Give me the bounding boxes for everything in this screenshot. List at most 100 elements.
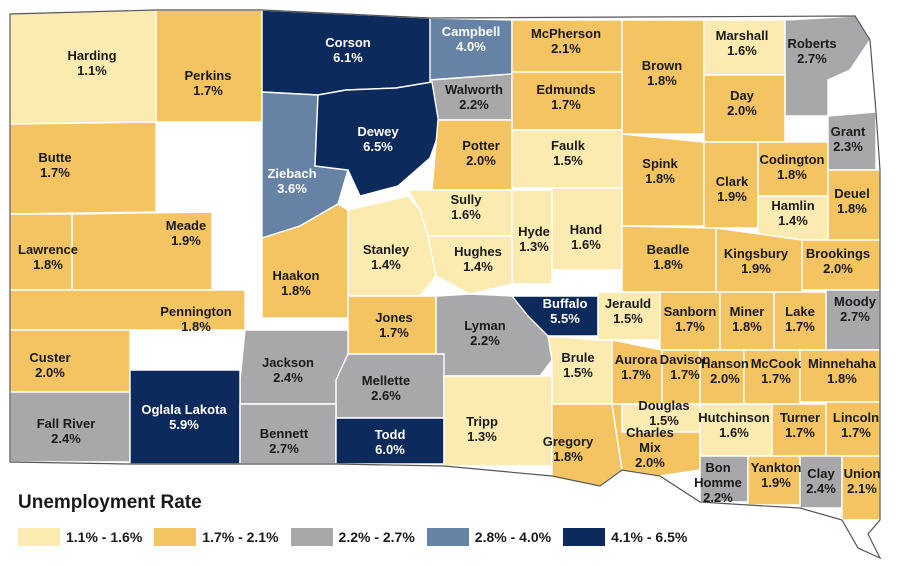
county-name: Hutchinson xyxy=(698,410,770,425)
legend-swatch xyxy=(154,528,197,546)
county-name: Harding xyxy=(67,48,116,63)
county-rate: 1.7% xyxy=(670,367,700,382)
county-rate: 6.0% xyxy=(375,442,405,457)
county-rate: 1.6% xyxy=(571,237,601,252)
county-rate: 1.9% xyxy=(171,233,201,248)
county-name: Bennett xyxy=(260,426,309,441)
county-name: Brule xyxy=(561,350,594,365)
county-name: Brookings xyxy=(806,246,870,261)
county-name: Gregory xyxy=(543,434,594,449)
county-rate: 1.8% xyxy=(645,171,675,186)
county-name: Beadle xyxy=(647,242,690,257)
legend-label: 1.7% - 2.1% xyxy=(202,529,279,545)
legend-swatch xyxy=(426,528,469,546)
county-rate: 2.2% xyxy=(470,333,500,348)
county-name: Marshall xyxy=(716,28,769,43)
legend-label: 4.1% - 6.5% xyxy=(611,529,688,545)
county-rate: 1.6% xyxy=(451,207,481,222)
county-rate: 2.0% xyxy=(823,261,853,276)
county-rate: 1.7% xyxy=(761,371,791,386)
county-name: Charles xyxy=(626,425,674,440)
county-rate: 1.4% xyxy=(463,259,493,274)
county-rate: 1.7% xyxy=(785,319,815,334)
county-name: Day xyxy=(730,88,755,103)
county-rate: 1.7% xyxy=(40,165,70,180)
county-rate: 1.8% xyxy=(837,201,867,216)
county-rate: 1.8% xyxy=(732,319,762,334)
county-shape xyxy=(261,203,349,319)
county-rate: 1.9% xyxy=(761,475,791,490)
county-rate: 2.7% xyxy=(797,51,827,66)
county-rate: 1.4% xyxy=(371,257,401,272)
county-rate: 2.0% xyxy=(635,455,665,470)
county-rate: 1.8% xyxy=(647,73,677,88)
county-rate: 1.6% xyxy=(719,425,749,440)
county-shape xyxy=(427,235,513,295)
county-name: Hyde xyxy=(518,224,550,239)
county-name: Meade xyxy=(166,218,206,233)
county-rate: 1.8% xyxy=(181,319,211,334)
county-rate: 1.4% xyxy=(778,213,808,228)
county-rate: 2.0% xyxy=(35,365,65,380)
county-name: Edmunds xyxy=(536,82,595,97)
county-name: Potter xyxy=(462,138,500,153)
county-name: Perkins xyxy=(185,68,232,83)
county-rate: 2.6% xyxy=(371,388,401,403)
county-rate: 6.1% xyxy=(333,50,363,65)
county-rate: 1.9% xyxy=(717,189,747,204)
county-rate: 1.8% xyxy=(827,371,857,386)
county-name: Hand xyxy=(570,222,603,237)
county-rate: 1.9% xyxy=(741,261,771,276)
county-rate: 6.5% xyxy=(363,139,393,154)
legend-label: 2.2% - 2.7% xyxy=(338,529,415,545)
state-outline xyxy=(9,9,882,560)
legend-title: Unemployment Rate xyxy=(18,492,202,513)
county-rate: 1.8% xyxy=(553,449,583,464)
county-name: Walworth xyxy=(445,82,503,97)
county-name: Mellette xyxy=(362,373,410,388)
county-name: Custer xyxy=(29,350,70,365)
legend-swatch xyxy=(563,528,606,546)
county-rate: 1.7% xyxy=(379,325,409,340)
county-rate: 1.5% xyxy=(563,365,593,380)
county-name: Corson xyxy=(325,35,371,50)
county-rate: 1.8% xyxy=(653,257,683,272)
legend-item: 4.1% - 6.5% xyxy=(563,528,687,546)
county-shape xyxy=(314,81,441,197)
county-name: Grant xyxy=(831,124,866,139)
county-name: Miner xyxy=(730,304,765,319)
county-name: Buffalo xyxy=(543,296,588,311)
county-name: Sanborn xyxy=(664,304,717,319)
county-rate: 1.5% xyxy=(649,413,679,428)
county-rate: 1.7% xyxy=(785,425,815,440)
county-name: Kingsbury xyxy=(724,246,789,261)
county-shape xyxy=(510,295,599,337)
county-rate: 1.7% xyxy=(193,83,223,98)
county-rate: 2.1% xyxy=(551,41,581,56)
county-name: Deuel xyxy=(834,186,869,201)
county-name: Clark xyxy=(716,174,749,189)
county-rate: 2.7% xyxy=(840,309,870,324)
county-name: Stanley xyxy=(363,242,410,257)
county-rate: 1.1% xyxy=(77,63,107,78)
county-rate: 1.7% xyxy=(841,425,871,440)
county-rate: 1.3% xyxy=(519,239,549,254)
county-name: Clay xyxy=(807,466,835,481)
county-rate: 1.7% xyxy=(621,367,651,382)
county-rate: 1.8% xyxy=(777,167,807,182)
legend: 1.1% - 1.6% 1.7% - 2.1% 2.2% - 2.7% 2.8%… xyxy=(18,528,699,546)
county-name: Jackson xyxy=(262,355,314,370)
county-name: Union xyxy=(844,466,881,481)
county-name: Todd xyxy=(375,427,406,442)
county-name: Sully xyxy=(450,192,482,207)
county-rate: 1.8% xyxy=(281,283,311,298)
county-rate: 2.0% xyxy=(466,153,496,168)
county-name: Moody xyxy=(834,294,877,309)
county-name: Mix xyxy=(639,440,661,455)
county-name: Lake xyxy=(785,304,815,319)
county-shapes xyxy=(9,9,882,560)
county-name: Lyman xyxy=(464,318,505,333)
county-rate: 1.6% xyxy=(727,43,757,58)
county-name: Oglala Lakota xyxy=(141,402,227,417)
